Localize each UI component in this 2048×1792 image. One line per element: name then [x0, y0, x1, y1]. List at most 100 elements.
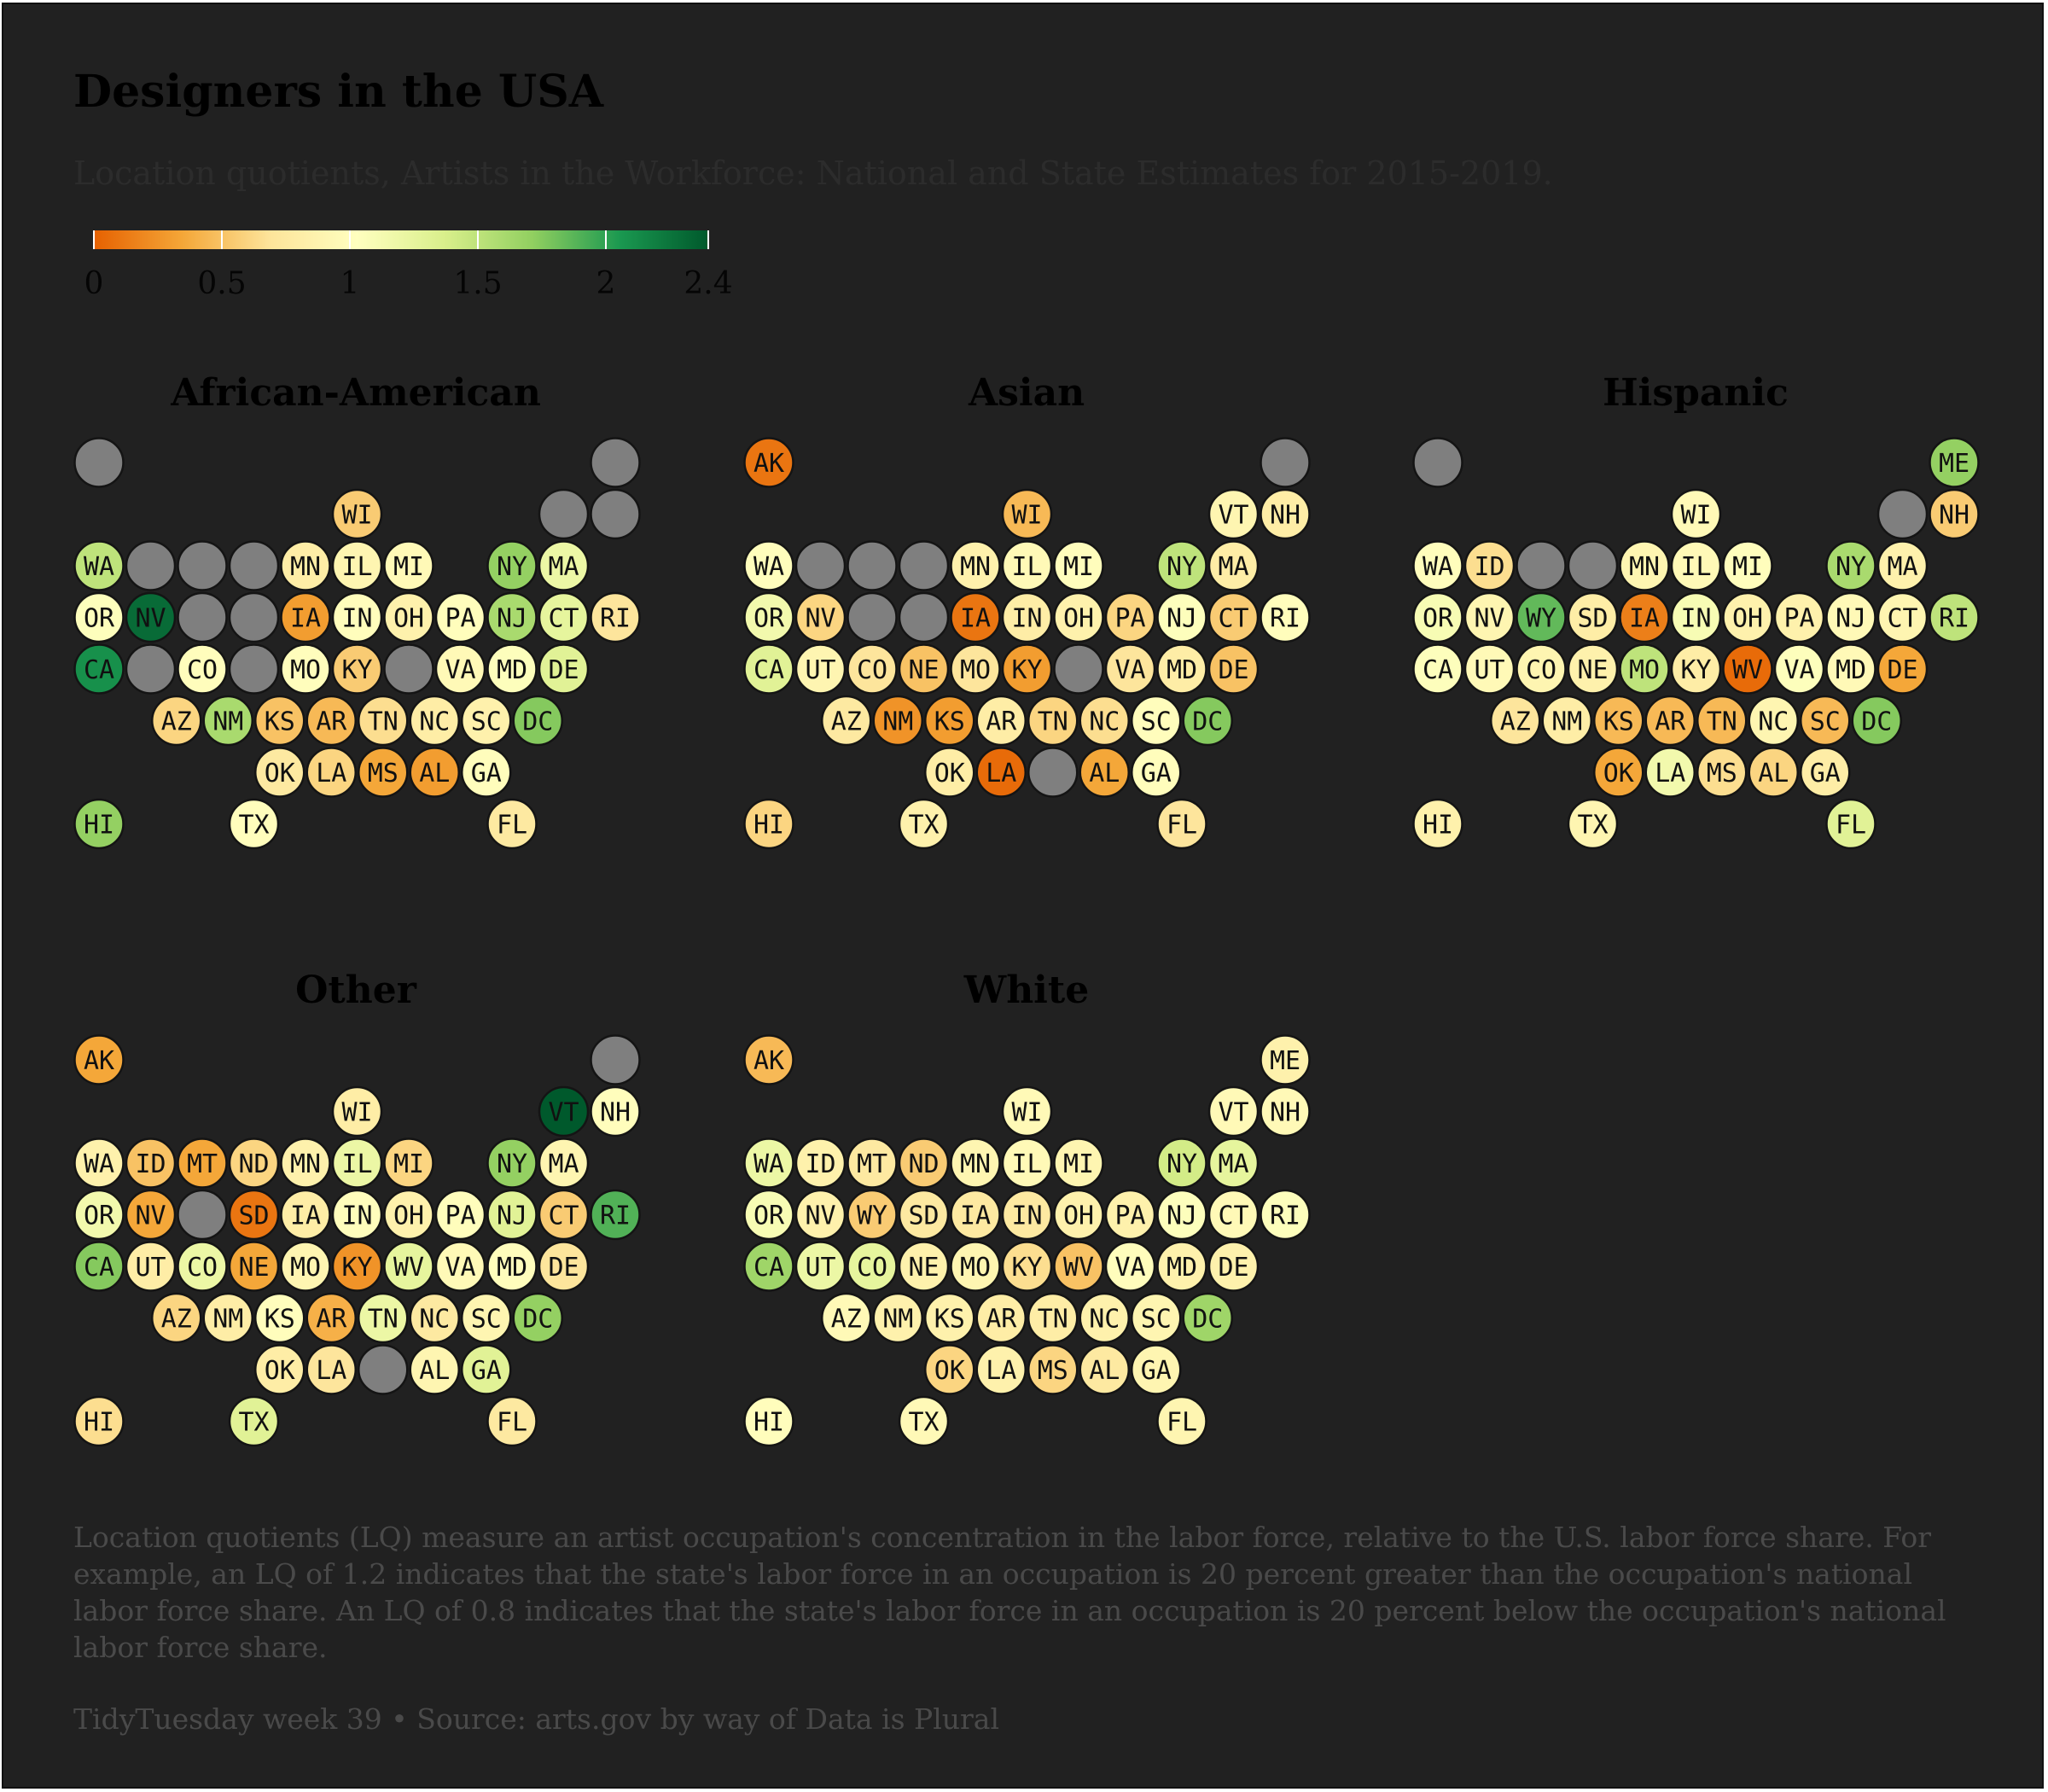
state-label: SC: [1141, 1305, 1172, 1335]
state-label: TX: [908, 1408, 939, 1438]
state-tile-md: MD: [1158, 1242, 1207, 1291]
state-label: AZ: [831, 1305, 862, 1335]
state-tile-vt: VT: [1209, 1087, 1258, 1136]
state-label: OH: [1063, 1201, 1094, 1231]
state-label: ME: [1270, 1046, 1300, 1076]
state-label: NH: [1270, 1098, 1300, 1128]
state-label: IA: [960, 1201, 991, 1231]
state-tile-il: IL: [1003, 1139, 1051, 1188]
state-tile-nm: NM: [874, 1294, 922, 1342]
state-label: NM: [882, 1305, 913, 1335]
state-tile-hi: HI: [745, 1397, 794, 1446]
state-tile-nc: NC: [1080, 1294, 1129, 1342]
state-tile-ma: MA: [1209, 1139, 1258, 1188]
state-label: AK: [753, 1046, 784, 1076]
state-tile-ny: NY: [1158, 1139, 1207, 1188]
state-tile-ar: AR: [977, 1294, 1026, 1342]
state-label: HI: [753, 1408, 784, 1438]
state-tile-sd: SD: [899, 1190, 948, 1239]
state-label: KS: [934, 1305, 965, 1335]
state-tile-ks: KS: [925, 1294, 974, 1342]
state-tile-me: ME: [1261, 1036, 1310, 1085]
state-tile-nv: NV: [796, 1190, 845, 1239]
state-tile-tn: TN: [1028, 1294, 1077, 1342]
state-label: ND: [908, 1149, 939, 1179]
state-label: WV: [1063, 1253, 1094, 1283]
state-label: IL: [1011, 1149, 1042, 1179]
state-label: NE: [908, 1253, 939, 1283]
state-tile-nh: NH: [1261, 1087, 1310, 1136]
state-tile-ms: MS: [1028, 1346, 1077, 1394]
state-label: IN: [1011, 1201, 1042, 1231]
state-label: DE: [1218, 1253, 1248, 1283]
state-label: MT: [857, 1149, 887, 1179]
state-label: TN: [1038, 1305, 1068, 1335]
state-label: MO: [960, 1253, 991, 1283]
state-tile-ak: AK: [745, 1036, 794, 1085]
state-tile-co: CO: [848, 1242, 897, 1291]
state-tile-de: DE: [1209, 1242, 1258, 1291]
state-label: NV: [805, 1201, 835, 1231]
state-label: PA: [1114, 1201, 1145, 1231]
state-label: MA: [1218, 1149, 1248, 1179]
state-label: CO: [857, 1253, 887, 1283]
state-label: RI: [1270, 1201, 1300, 1231]
state-tile-id: ID: [796, 1139, 845, 1188]
state-tile-al: AL: [1080, 1346, 1129, 1394]
state-tile-az: AZ: [822, 1294, 870, 1342]
chart-source: TidyTuesday week 39 • Source: arts.gov b…: [73, 1702, 999, 1736]
state-label: OK: [934, 1356, 965, 1386]
state-tile-ky: KY: [1003, 1242, 1051, 1291]
state-tile-sc: SC: [1132, 1294, 1180, 1342]
state-label: AR: [986, 1305, 1017, 1335]
state-tile-ri: RI: [1261, 1190, 1310, 1239]
state-label: FL: [1167, 1408, 1197, 1438]
state-tile-ok: OK: [925, 1346, 974, 1394]
state-label: CA: [753, 1253, 784, 1283]
state-tile-wi: WI: [1003, 1087, 1051, 1136]
state-tile-nd: ND: [899, 1139, 948, 1188]
state-tile-wa: WA: [745, 1139, 794, 1188]
state-tile-mt: MT: [848, 1139, 897, 1188]
state-label: NY: [1167, 1149, 1197, 1179]
state-label: KY: [1011, 1253, 1042, 1283]
state-label: AL: [1089, 1356, 1120, 1386]
state-label: LA: [986, 1356, 1016, 1386]
state-label: VA: [1114, 1253, 1145, 1283]
state-tile-wy: WY: [848, 1190, 897, 1239]
state-tile-mn: MN: [951, 1139, 1000, 1188]
state-label: WY: [857, 1201, 887, 1231]
panel-title: White: [963, 969, 1089, 1012]
state-label: ID: [805, 1149, 835, 1179]
state-tile-ne: NE: [899, 1242, 948, 1291]
state-label: UT: [805, 1253, 835, 1283]
state-label: OR: [753, 1201, 785, 1231]
state-label: GA: [1141, 1356, 1172, 1386]
state-tile-dc: DC: [1184, 1294, 1232, 1342]
state-label: MN: [960, 1149, 991, 1179]
state-tile-wv: WV: [1055, 1242, 1103, 1291]
state-tile-or: OR: [745, 1190, 794, 1239]
state-tile-mo: MO: [951, 1242, 1000, 1291]
state-tile-fl: FL: [1158, 1397, 1207, 1446]
state-tile-in: IN: [1003, 1190, 1051, 1239]
state-tile-ut: UT: [796, 1242, 845, 1291]
state-label: MS: [1038, 1356, 1068, 1386]
state-label: MD: [1167, 1253, 1197, 1283]
state-tile-la: LA: [977, 1346, 1026, 1394]
figure-frame: Designers in the USA Location quotients,…: [2, 3, 2044, 1789]
state-tile-nj: NJ: [1158, 1190, 1207, 1239]
state-tile-tx: TX: [899, 1397, 948, 1446]
state-tile-mi: MI: [1055, 1139, 1103, 1188]
state-tile-ca: CA: [745, 1242, 794, 1291]
state-label: WA: [753, 1149, 784, 1179]
state-label: SD: [908, 1201, 939, 1231]
state-label: NJ: [1167, 1201, 1197, 1231]
state-label: CT: [1218, 1201, 1248, 1231]
state-tile-ia: IA: [951, 1190, 1000, 1239]
state-label: MI: [1063, 1149, 1094, 1179]
state-label: NC: [1089, 1305, 1120, 1335]
state-label: VT: [1218, 1098, 1248, 1128]
state-tile-va: VA: [1106, 1242, 1155, 1291]
state-tile-ga: GA: [1132, 1346, 1180, 1394]
